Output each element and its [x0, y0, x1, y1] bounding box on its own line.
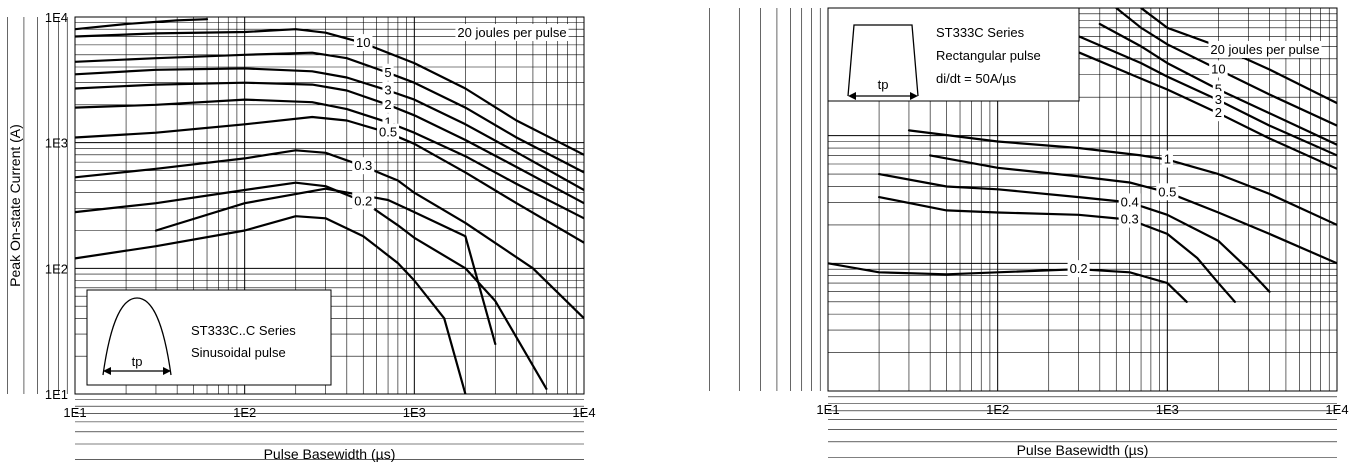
curve-label-bg — [1212, 91, 1225, 109]
y-tick-label: 1E1 — [45, 387, 68, 402]
series-line — [75, 51, 584, 174]
curve-label-bg — [1118, 193, 1141, 211]
series-line — [75, 115, 584, 244]
curve-label-bg — [382, 113, 394, 131]
arrowhead-right-icon — [910, 92, 918, 100]
chart-rectangular: 1E1 1E2 1E3 1E4 Pulse Basewidth (µs) tp … — [709, 7, 1349, 459]
x-tick-label: 1E1 — [63, 405, 86, 420]
series-line — [75, 215, 467, 394]
series-line — [1077, 51, 1337, 170]
series-line — [75, 28, 584, 156]
inset-text: di/dt = 50A/µs — [936, 71, 1017, 86]
curve-label: 3 — [1215, 92, 1222, 107]
inset-box — [827, 7, 1080, 102]
curve-label-bg — [354, 34, 373, 52]
curve-label: 20 joules per pulse — [457, 25, 566, 40]
inset-text: Sinusoidal pulse — [191, 345, 286, 360]
series-line — [929, 154, 1337, 265]
curve-label: 20 joules per pulse — [1210, 42, 1319, 57]
curve-label-bg — [1118, 210, 1141, 228]
series-clip — [75, 18, 584, 394]
x-ticks: 1E1 1E2 1E3 1E4 — [816, 402, 1348, 417]
sinusoidal-pulse-icon — [102, 297, 172, 376]
curve-label: 3 — [384, 83, 391, 98]
plot-frame — [74, 16, 585, 395]
curve-label-bg — [1212, 104, 1225, 122]
curve-label: 1 — [384, 114, 391, 129]
curve-label-bg — [455, 24, 569, 41]
pulse-shape-inset: tp ST333C Series Rectangular pulse di/dt… — [827, 7, 1080, 102]
chart-sinusoidal: 1E1 1E2 1E3 1E4 1E4 1E3 1E2 1E1 Pulse Ba… — [7, 10, 596, 462]
y-axis-title: Peak On-state Current (A) — [7, 124, 23, 287]
series-line — [878, 196, 1236, 303]
x-axis-title: Pulse Basewidth (µs) — [264, 446, 396, 462]
series-line — [1115, 8, 1337, 127]
curve-label-bg — [1161, 150, 1173, 168]
series-line — [1098, 22, 1337, 146]
curve-label: 0.3 — [354, 158, 372, 173]
x-tick-label: 1E1 — [816, 402, 839, 417]
rectangular-pulse-icon — [847, 24, 919, 97]
x-axis-title: Pulse Basewidth (µs) — [1017, 442, 1149, 458]
curve-label: 0.2 — [1070, 261, 1088, 276]
curve-label-bg — [1156, 183, 1179, 201]
curve-label-bg — [377, 123, 400, 141]
curve-label-bg — [352, 192, 375, 210]
pulse-shape-inset: tp ST333C..C Series Sinusoidal pulse — [86, 289, 332, 386]
curve-label: 2 — [384, 97, 391, 112]
y-tick-label: 1E2 — [45, 261, 68, 276]
curve-label: 5 — [384, 65, 391, 80]
curve-label-bg — [1067, 260, 1090, 278]
series-line — [75, 18, 209, 31]
curve-label: 1 — [1164, 152, 1171, 167]
arrowhead-right-icon — [163, 367, 171, 375]
y-tick-label: 1E3 — [45, 136, 68, 151]
curve-label-bg — [382, 81, 394, 99]
curve-label-bg — [352, 157, 375, 175]
curve-label-bg — [1208, 41, 1322, 58]
tp-label: tp — [878, 77, 889, 92]
curve-label: 0.5 — [379, 125, 397, 140]
inset-text: ST333C..C Series — [191, 323, 296, 338]
arrowhead-left-icon — [848, 92, 856, 100]
arrowhead-left-icon — [103, 367, 111, 375]
series-line — [828, 262, 1188, 303]
y-tick-label: 1E4 — [45, 10, 68, 25]
curve-label: 5 — [1215, 81, 1222, 96]
x-tick-label: 1E3 — [1156, 402, 1179, 417]
x-tick-label: 1E3 — [403, 405, 426, 420]
series-line — [154, 187, 497, 346]
curve-label: 10 — [356, 35, 370, 50]
series-line — [1077, 35, 1337, 157]
curve-label: 0.2 — [354, 194, 372, 209]
inset-text: ST333C Series — [936, 25, 1025, 40]
y-ticks: 1E4 1E3 1E2 1E1 — [45, 10, 68, 402]
x-tick-label: 1E4 — [1325, 402, 1348, 417]
series-line — [75, 67, 584, 192]
inset-box — [86, 289, 332, 386]
x-tick-label: 1E4 — [572, 405, 595, 420]
curve-label-bg — [1209, 60, 1228, 78]
curve-label: 0.5 — [1158, 184, 1176, 199]
curve-label: 2 — [1215, 105, 1222, 120]
series-line — [75, 81, 584, 205]
curve-label-bg — [1212, 80, 1225, 98]
series-line — [75, 98, 584, 220]
curve-label: 0.4 — [1121, 194, 1139, 209]
plot-frame — [827, 7, 1338, 392]
series-group — [75, 18, 584, 394]
curve-label: 10 — [1211, 61, 1225, 76]
curve-label: 0.3 — [1121, 212, 1139, 227]
curve-label-bg — [382, 63, 394, 81]
tp-label: tp — [132, 354, 143, 369]
inset-text: Rectangular pulse — [936, 48, 1041, 63]
x-tick-label: 1E2 — [986, 402, 1009, 417]
x-tick-label: 1E2 — [233, 405, 256, 420]
series-line — [907, 129, 1337, 226]
curve-label-bg — [382, 95, 394, 113]
x-ticks: 1E1 1E2 1E3 1E4 — [63, 405, 595, 420]
